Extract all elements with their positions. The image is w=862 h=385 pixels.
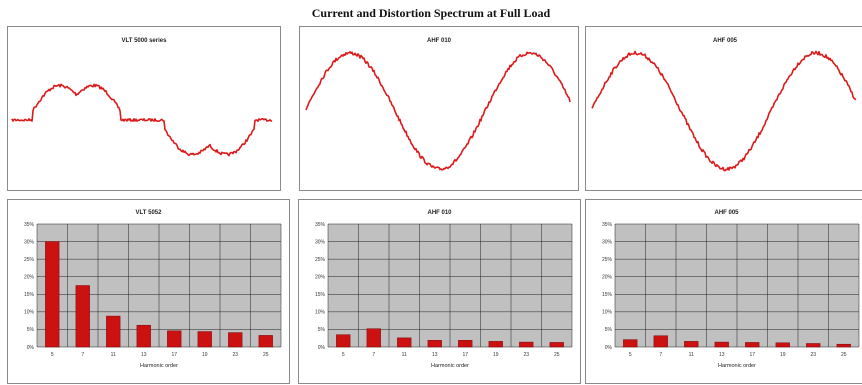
x-tick-label: 17	[171, 352, 177, 358]
x-tick-label: 19	[202, 352, 208, 358]
bar-harmonic-17	[167, 330, 182, 348]
x-tick-label: 25	[263, 352, 269, 358]
y-tick-label: 20%	[315, 275, 326, 281]
y-tick-label: 25%	[24, 257, 35, 263]
waveform-panel-vlt5000: VLT 5000 series	[7, 26, 281, 191]
waveform-panel-ahf010: AHF 010	[299, 26, 579, 191]
x-tick-label: 11	[689, 352, 694, 358]
bar-harmonic-19	[488, 341, 503, 348]
bar-harmonic-5	[623, 339, 638, 348]
y-tick-label: 25%	[315, 257, 326, 263]
y-tick-label: 5%	[318, 327, 326, 333]
x-tick-label: 7	[372, 352, 375, 358]
chart-title: VLT 5052	[136, 210, 163, 216]
bar-harmonic-23	[519, 341, 534, 348]
x-tick-label: 13	[719, 352, 725, 358]
chart-title: AHF 010	[427, 38, 452, 44]
bar-harmonic-11	[684, 341, 699, 348]
y-tick-label: 5%	[27, 327, 35, 333]
x-tick-label: 7	[81, 352, 84, 358]
bar-harmonic-23	[806, 343, 821, 348]
waveform-panel-ahf005: AHF 005	[585, 26, 862, 191]
spectrum-panel-ahf010: AHF 010 0% 5% 10% 15% 20% 25% 30% 35% 5 7 11 13 17 19 2…	[298, 199, 581, 384]
bar-harmonic-7	[653, 335, 668, 348]
y-tick-label: 20%	[24, 275, 35, 281]
x-tick-label: 25	[841, 352, 847, 358]
x-axis-label: Harmonic order	[140, 363, 178, 369]
spectrum-panel-ahf005: AHF 005 0% 5% 10% 15% 20% 25% 30% 35% 5 7 11 13 17 19 2…	[585, 199, 862, 384]
bar-harmonic-13	[136, 324, 151, 348]
chart-title: AHF 010	[427, 210, 452, 216]
bar-harmonic-23	[228, 332, 243, 348]
y-tick-label: 0%	[605, 345, 613, 351]
y-tick-label: 0%	[318, 345, 326, 351]
x-tick-label: 5	[51, 352, 54, 358]
x-tick-label: 19	[780, 352, 786, 358]
x-tick-label: 11	[402, 352, 407, 358]
x-axis-label: Harmonic order	[718, 363, 756, 369]
bar-harmonic-19	[775, 342, 790, 348]
bar-harmonic-13	[427, 340, 442, 348]
y-tick-label: 10%	[24, 310, 35, 316]
chart-title: AHF 005	[714, 210, 739, 216]
x-tick-label: 17	[749, 352, 755, 358]
x-tick-label: 11	[111, 352, 116, 358]
page-title: Current and Distortion Spectrum at Full …	[311, 6, 551, 20]
x-tick-label: 23	[810, 352, 816, 358]
x-tick-label: 5	[629, 352, 632, 358]
y-tick-label: 30%	[602, 239, 613, 245]
current-waveform-line	[305, 51, 571, 171]
x-tick-label: 13	[432, 352, 438, 358]
bar-harmonic-17	[458, 340, 473, 348]
y-tick-label: 10%	[315, 310, 326, 316]
current-waveform-line	[11, 83, 273, 157]
y-tick-label: 30%	[315, 239, 326, 245]
y-tick-label: 20%	[602, 275, 613, 281]
y-tick-label: 35%	[602, 222, 613, 228]
bar-harmonic-25	[258, 335, 273, 348]
waveform-chart-0: VLT 5000 series	[11, 38, 273, 157]
x-tick-label: 7	[659, 352, 662, 358]
y-tick-label: 30%	[24, 239, 35, 245]
y-tick-label: 35%	[24, 222, 35, 228]
bar-harmonic-19	[197, 331, 212, 348]
y-tick-label: 35%	[315, 222, 326, 228]
x-axis-label: Harmonic order	[431, 363, 469, 369]
x-tick-label: 23	[232, 352, 238, 358]
x-tick-label: 25	[554, 352, 560, 358]
bar-harmonic-13	[714, 341, 729, 348]
bar-harmonic-7	[366, 328, 381, 348]
bar-harmonic-7	[75, 285, 90, 348]
bar-harmonic-11	[106, 315, 121, 348]
x-tick-label: 23	[523, 352, 529, 358]
bar-harmonic-5	[45, 241, 60, 348]
x-tick-label: 13	[141, 352, 147, 358]
y-tick-label: 10%	[602, 310, 613, 316]
bar-harmonic-11	[397, 337, 412, 348]
y-tick-label: 15%	[24, 292, 35, 298]
y-tick-label: 15%	[315, 292, 326, 298]
bar-harmonic-5	[336, 334, 351, 348]
bar-harmonic-25	[549, 342, 564, 348]
y-tick-label: 0%	[27, 345, 35, 351]
spectrum-chart-3: VLT 5052 0% 5% 10% 15% 20% 25% 30% 35% 5 7 11 13 17 19…	[24, 210, 282, 369]
waveform-chart-1: AHF 010	[305, 38, 571, 171]
x-tick-label: 19	[493, 352, 499, 358]
y-tick-label: 15%	[602, 292, 613, 298]
chart-title: VLT 5000 series	[122, 38, 168, 44]
waveform-chart-2: AHF 005	[591, 38, 857, 172]
bar-harmonic-25	[836, 343, 851, 348]
spectrum-panel-vlt5052: VLT 5052 0% 5% 10% 15% 20% 25% 30% 35% 5 7 11 13 17 19…	[7, 199, 290, 384]
bar-harmonic-17	[745, 342, 760, 348]
x-tick-label: 5	[342, 352, 345, 358]
y-tick-label: 25%	[602, 257, 613, 263]
x-tick-label: 17	[462, 352, 468, 358]
current-waveform-line	[591, 50, 857, 172]
y-tick-label: 5%	[605, 327, 613, 333]
chart-title: AHF 005	[713, 38, 738, 44]
spectrum-chart-4: AHF 010 0% 5% 10% 15% 20% 25% 30% 35% 5 7 11 13 17 19 2…	[315, 210, 573, 369]
spectrum-chart-5: AHF 005 0% 5% 10% 15% 20% 25% 30% 35% 5 7 11 13 17 19 2…	[602, 210, 860, 369]
